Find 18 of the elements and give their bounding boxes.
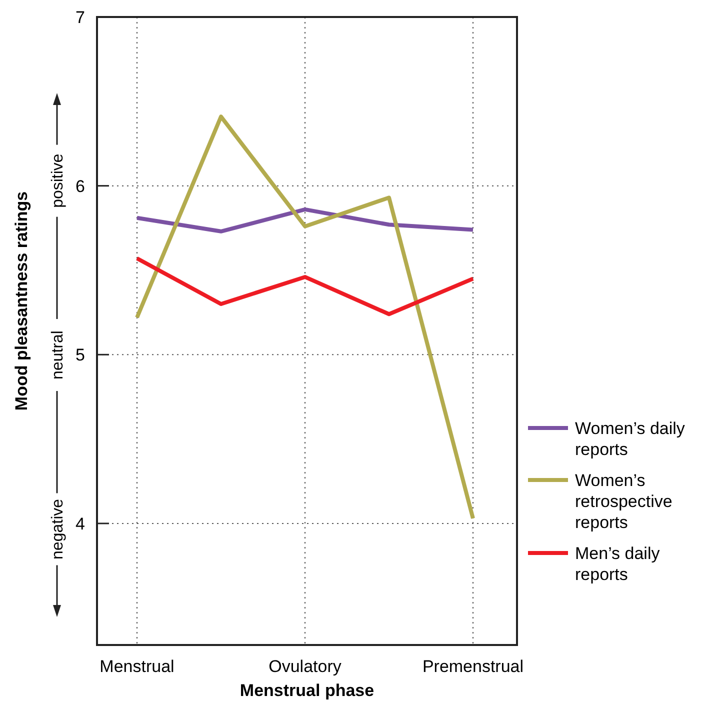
y-tick-label: 5 bbox=[76, 346, 85, 365]
x-tick-label: Ovulatory bbox=[268, 657, 342, 676]
line-series bbox=[135, 207, 475, 234]
line-series bbox=[135, 256, 475, 316]
x-axis-title: Menstrual phase bbox=[240, 681, 374, 700]
text: positive bbox=[50, 154, 67, 208]
legend-label: Men’s daily reports bbox=[575, 544, 660, 584]
text: neutral bbox=[50, 330, 67, 380]
y-tick-label: 6 bbox=[76, 176, 85, 196]
y-axis-title: Mood pleasantness ratings bbox=[12, 191, 31, 411]
legend-label: Women’s retrospective reports bbox=[575, 470, 672, 532]
x-tick-label: Menstrual bbox=[100, 657, 174, 676]
line-series bbox=[135, 114, 475, 520]
y-tick-label: 4 bbox=[76, 514, 85, 534]
x-tick-label: Premenstrual bbox=[422, 657, 524, 676]
y-tick-label: 7 bbox=[76, 8, 85, 27]
legend-label: Women’s daily reports bbox=[575, 418, 686, 459]
text: negative bbox=[50, 498, 67, 560]
